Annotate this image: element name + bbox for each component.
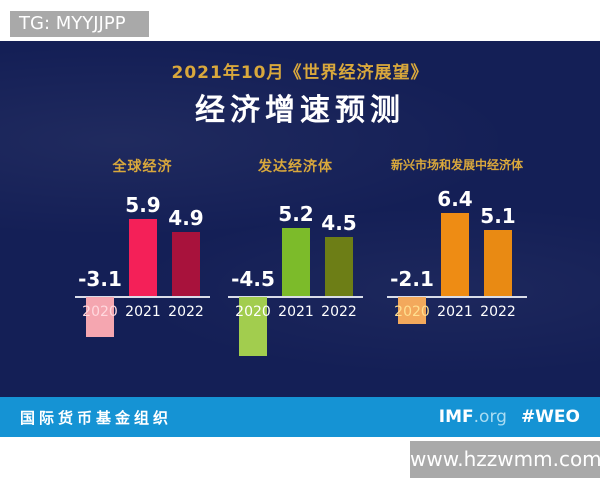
- value-label-2020: -4.5: [231, 267, 275, 291]
- imf-links: IMF.org #WEO: [439, 407, 580, 427]
- bar-2021: [282, 228, 310, 296]
- year-label-2021: 2021: [437, 304, 473, 320]
- bar-2020: [398, 297, 426, 324]
- bar-2022: [172, 232, 200, 296]
- baseline-axis: [75, 296, 210, 298]
- value-label-2022: 4.9: [168, 206, 204, 230]
- value-label-2021: 5.9: [125, 193, 161, 217]
- year-label-2020: 2020: [235, 304, 271, 320]
- group-title: 新兴市场和发展中经济体: [390, 158, 523, 172]
- bar-group-3: 新兴市场和发展中经济体 -2.1 2020 6.4 2021 5.1 2022: [387, 156, 527, 366]
- bar-2021: [441, 213, 469, 296]
- value-label-2021: 6.4: [437, 187, 473, 211]
- year-label-2022: 2022: [168, 304, 204, 320]
- group-title: 全球经济: [112, 159, 173, 175]
- year-label-2020: 2020: [82, 304, 118, 320]
- infographic-canvas: 2021年10月《世界经济展望》 经济增速预测 全球经济 -3.1 2020 5.9 2…: [0, 41, 600, 397]
- value-label-2022: 4.5: [321, 211, 357, 235]
- bar-2020: [239, 297, 267, 356]
- site-watermark: www.hzzwmm.com: [410, 441, 600, 478]
- value-label-2020: -3.1: [78, 267, 122, 291]
- year-label-2022: 2022: [480, 304, 516, 320]
- value-label-2021: 5.2: [278, 202, 314, 226]
- imf-brand: IMF: [438, 407, 474, 427]
- report-subtitle: 2021年10月《世界经济展望》: [171, 63, 429, 83]
- bar-2022: [484, 230, 512, 296]
- value-label-2022: 5.1: [480, 204, 516, 228]
- weo-hashtag: #WEO: [520, 407, 580, 427]
- footer-bar: 国际货币基金组织 IMF.org #WEO: [0, 397, 600, 437]
- imf-domain: .org: [473, 407, 507, 427]
- bar-2021: [129, 219, 157, 296]
- bar-2020: [86, 297, 114, 337]
- bar-2022: [325, 237, 353, 296]
- year-label-2022: 2022: [321, 304, 357, 320]
- value-label-2020: -2.1: [390, 267, 434, 291]
- year-label-2021: 2021: [125, 304, 161, 320]
- group-title: 发达经济体: [258, 159, 333, 175]
- baseline-axis: [387, 296, 527, 298]
- imf-org-name: 国际货币基金组织: [20, 408, 173, 427]
- page-title: 经济增速预测: [195, 93, 405, 128]
- bar-group-1: 全球经济 -3.1 2020 5.9 2021 4.9 2022: [75, 156, 210, 366]
- baseline-axis: [228, 296, 363, 298]
- bar-group-2: 发达经济体 -4.5 2020 5.2 2021 4.5 2022: [228, 156, 363, 366]
- year-label-2021: 2021: [278, 304, 314, 320]
- year-label-2020: 2020: [394, 304, 430, 320]
- telegram-watermark: TG: MYYJJPP: [10, 11, 149, 37]
